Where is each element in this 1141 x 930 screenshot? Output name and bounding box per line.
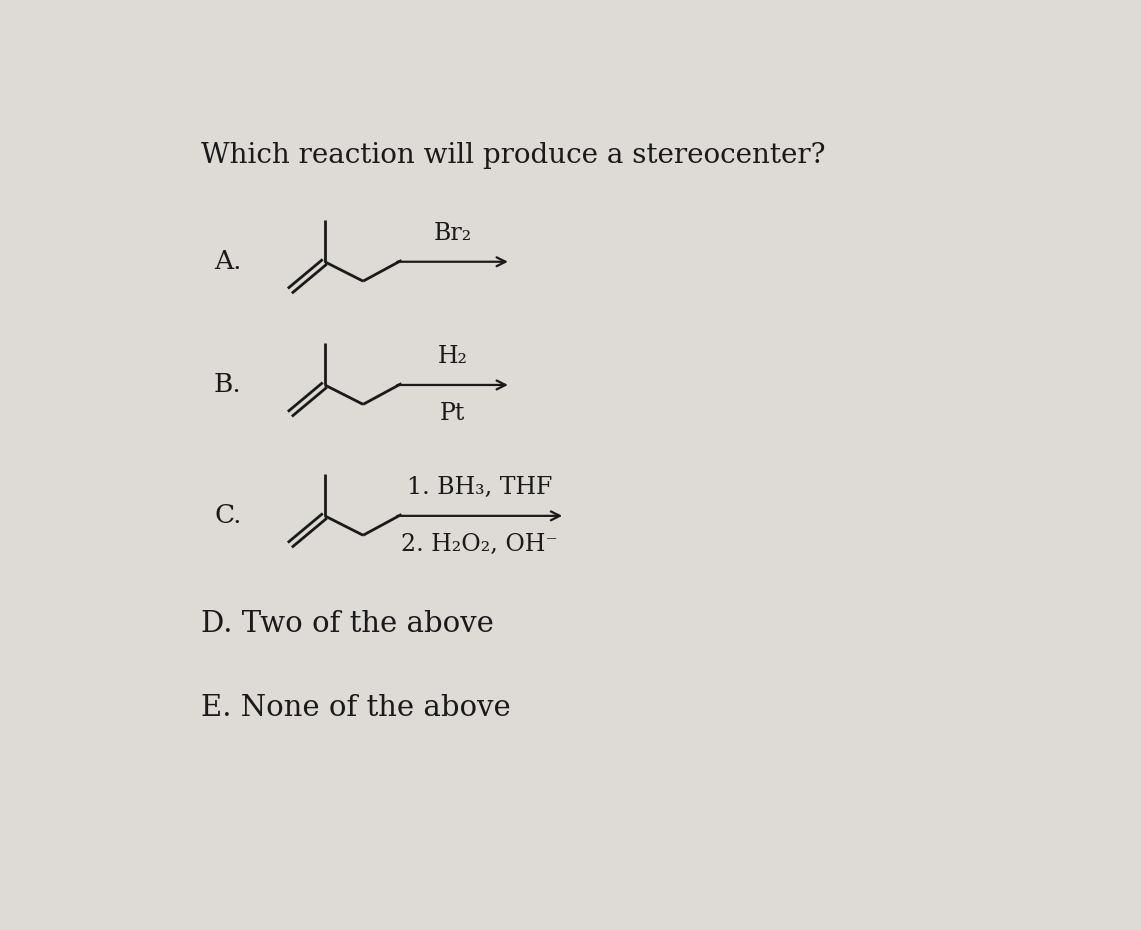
Text: 1. BH₃, THF: 1. BH₃, THF xyxy=(407,476,552,498)
Text: Which reaction will produce a stereocenter?: Which reaction will produce a stereocent… xyxy=(201,142,825,169)
Text: Br₂: Br₂ xyxy=(434,222,471,245)
Text: Pt: Pt xyxy=(440,402,466,425)
Text: E. None of the above: E. None of the above xyxy=(201,695,510,723)
Text: 2. H₂O₂, OH⁻: 2. H₂O₂, OH⁻ xyxy=(402,533,558,556)
Text: A.: A. xyxy=(215,249,242,274)
Text: C.: C. xyxy=(215,503,242,528)
Text: B.: B. xyxy=(215,372,242,397)
Text: H₂: H₂ xyxy=(438,345,468,368)
Text: D. Two of the above: D. Two of the above xyxy=(201,610,494,638)
